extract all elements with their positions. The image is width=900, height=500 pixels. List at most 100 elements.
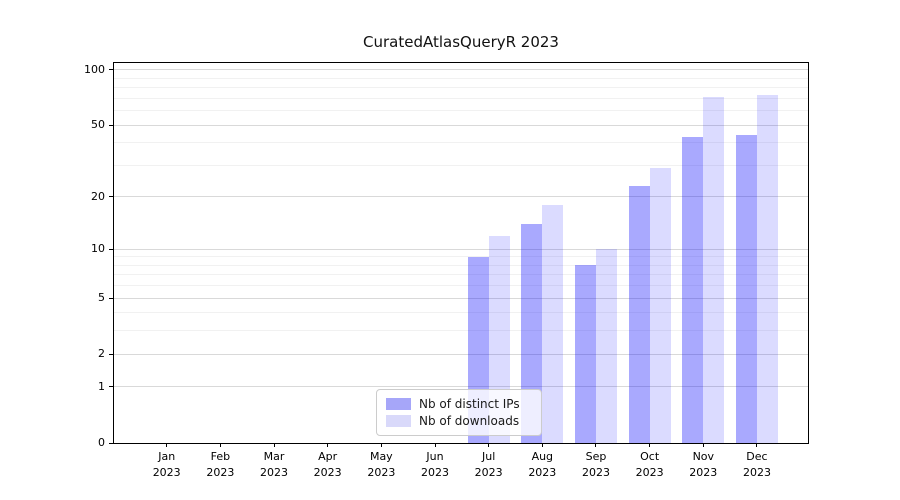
x-tick-label-feb: Feb 2023 [190, 449, 250, 481]
x-tick-month: Dec [746, 450, 768, 463]
major-gridline-5 [114, 297, 808, 299]
minor-gridline-70 [114, 97, 808, 99]
legend-item-downloads: Nb of downloads [386, 414, 532, 428]
y-tick-mark-1 [109, 386, 114, 388]
x-tick-year: 2023 [152, 466, 181, 479]
minor-gridline-80 [114, 87, 808, 89]
x-tick-year: 2023 [581, 466, 610, 479]
y-tick-mark-5 [109, 297, 114, 299]
plot-area: 0 1 2 5 10 20 50 100 Jan 2023 Feb 2023 Mar 2023 Apr 202… [84, 63, 808, 479]
y-tick-mark-100 [109, 69, 114, 71]
x-tick-label-sep: Sep 2023 [566, 449, 626, 481]
bar-downloads-aug [542, 204, 564, 443]
y-tick-mark-2 [109, 353, 114, 355]
x-tick-label-jun: Jun 2023 [405, 449, 465, 481]
x-tick-mark-apr [327, 443, 329, 447]
y-tick-mark-50 [109, 124, 114, 126]
y-tick-label-10: 10 [91, 242, 105, 256]
y-tick-mark-0 [109, 442, 114, 444]
minor-gridline-3 [114, 330, 808, 332]
legend-item-distinct-ips: Nb of distinct IPs [386, 397, 532, 411]
x-tick-month: Mar [263, 450, 285, 463]
x-tick-month: Nov [692, 450, 715, 463]
x-tick-label-aug: Aug 2023 [512, 449, 572, 481]
legend-swatch-downloads [386, 415, 411, 428]
chart-title: CuratedAtlasQueryR 2023 [363, 33, 559, 51]
x-tick-label-oct: Oct 2023 [620, 449, 680, 481]
y-tick-label-1: 1 [98, 379, 105, 393]
y-tick-label-100: 100 [84, 62, 105, 76]
x-tick-label-jan: Jan 2023 [137, 449, 197, 481]
legend: Nb of distinct IPs Nb of downloads [376, 389, 542, 436]
x-tick-year: 2023 [635, 466, 664, 479]
x-tick-mark-feb [219, 443, 221, 447]
bar-distinct-ips-sep [574, 265, 596, 443]
x-tick-month: Oct [640, 450, 660, 463]
x-tick-year: 2023 [528, 466, 557, 479]
x-tick-mark-jan [166, 443, 168, 447]
x-tick-year: 2023 [421, 466, 449, 479]
x-tick-month: Sep [585, 450, 607, 463]
y-tick-label-5: 5 [98, 291, 105, 305]
y-tick-label-0: 0 [98, 436, 105, 449]
minor-gridline-60 [114, 110, 808, 112]
x-tick-year: 2023 [260, 466, 289, 479]
major-gridline-50 [114, 124, 808, 126]
x-tick-mark-mar [273, 443, 275, 447]
x-tick-mark-jun [434, 443, 436, 447]
minor-gridline-4 [114, 312, 808, 314]
major-gridline-2 [114, 353, 808, 355]
x-tick-year: 2023 [689, 466, 718, 479]
x-tick-mark-aug [541, 443, 543, 447]
x-tick-year: 2023 [206, 466, 235, 479]
x-tick-mark-sep [595, 443, 597, 447]
minor-gridline-6 [114, 285, 808, 287]
x-tick-year: 2023 [474, 466, 503, 479]
x-tick-label-may: May 2023 [351, 449, 411, 481]
bar-distinct-ips-aug [521, 224, 543, 443]
x-tick-label-mar: Mar 2023 [244, 449, 304, 481]
x-tick-mark-dec [756, 443, 758, 447]
bar-downloads-sep [595, 249, 617, 443]
x-tick-mark-jul [488, 443, 490, 447]
bar-downloads-nov [703, 97, 725, 443]
minor-gridline-9 [114, 256, 808, 258]
y-tick-mark-10 [109, 248, 114, 250]
minor-gridline-30 [114, 164, 808, 166]
x-tick-mark-may [380, 443, 382, 447]
minor-gridline-8 [114, 264, 808, 266]
y-tick-mark-20 [109, 196, 114, 198]
minor-gridline-90 [114, 77, 808, 79]
x-tick-month: Jun [426, 450, 444, 463]
y-tick-label-20: 20 [91, 189, 105, 203]
x-tick-mark-oct [649, 443, 651, 447]
major-gridline-1 [114, 386, 808, 388]
bar-distinct-ips-nov [682, 137, 704, 443]
legend-label-distinct-ips: Nb of distinct IPs [419, 396, 520, 411]
x-tick-year: 2023 [367, 466, 396, 479]
x-tick-month: Jan [158, 450, 176, 463]
x-tick-month: Aug [531, 450, 554, 463]
bar-distinct-ips-dec [735, 135, 757, 443]
x-tick-month: May [369, 450, 393, 463]
legend-label-downloads: Nb of downloads [419, 414, 520, 429]
minor-gridline-40 [114, 142, 808, 144]
y-tick-label-2: 2 [98, 347, 105, 361]
x-tick-year: 2023 [313, 466, 342, 479]
x-tick-label-jul: Jul 2023 [459, 449, 519, 481]
bar-distinct-ips-oct [628, 186, 650, 443]
x-tick-month: Apr [318, 450, 338, 463]
bar-downloads-oct [649, 168, 671, 443]
major-gridline-20 [114, 196, 808, 198]
x-tick-label-nov: Nov 2023 [673, 449, 733, 481]
x-tick-month: Jul [482, 450, 496, 463]
x-tick-label-apr: Apr 2023 [298, 449, 358, 481]
y-tick-label-50: 50 [91, 118, 105, 132]
bar-downloads-dec [756, 95, 778, 443]
x-tick-mark-nov [702, 443, 704, 447]
major-gridline-10 [114, 248, 808, 250]
legend-swatch-distinct-ips [386, 397, 411, 410]
x-tick-month: Feb [210, 450, 231, 463]
x-tick-year: 2023 [742, 466, 771, 479]
